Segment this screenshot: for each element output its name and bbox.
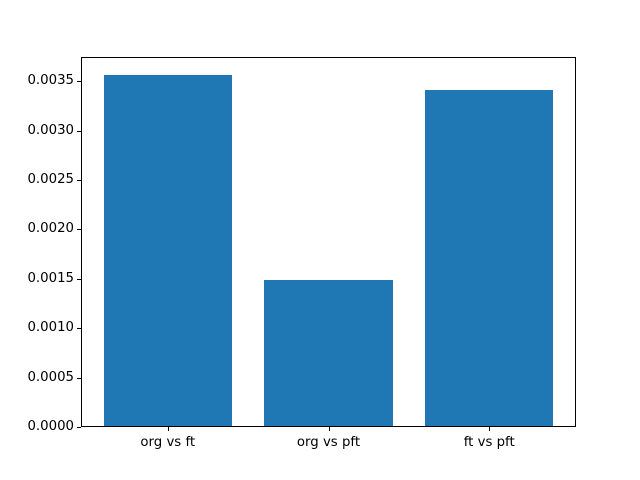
y-tick-label: 0.0020 [27,221,74,237]
x-tick-label: ft vs pft [463,435,515,450]
y-tick-label: 0.0005 [27,369,74,385]
y-tick-label: 0.0015 [27,270,74,286]
x-tick-label: org vs ft [140,435,196,450]
y-tick-label: 0.0025 [27,172,74,188]
y-tick-mark [77,180,81,182]
plot-area [81,57,576,427]
y-tick-label: 0.0010 [27,320,74,336]
x-tick-label: org vs pft [296,435,361,450]
x-tick-mark [489,427,491,431]
y-tick-mark [77,328,81,330]
bar-org-vs-ft [103,75,233,427]
x-tick-mark [328,427,330,431]
y-tick-mark [77,278,81,280]
y-tick-label: 0.0035 [27,73,74,89]
y-tick-mark [77,81,81,83]
bar-org-vs-pft [264,279,393,427]
y-tick-label: 0.0000 [27,419,74,434]
y-tick-label: 0.0030 [27,122,74,138]
y-tick-mark [77,377,81,379]
x-tick-mark [167,427,169,431]
y-tick-mark [77,229,81,231]
bar-ft-vs-pft [424,90,554,427]
y-tick-mark [77,130,81,132]
y-tick-mark [77,427,81,428]
